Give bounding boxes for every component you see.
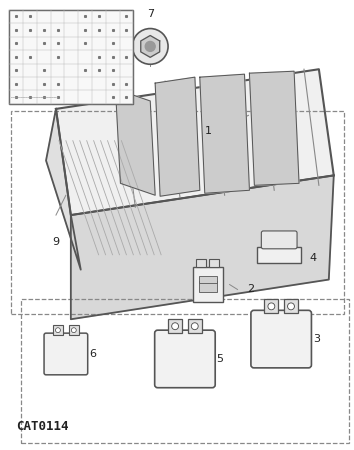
Circle shape xyxy=(268,303,275,310)
Polygon shape xyxy=(56,69,334,215)
FancyBboxPatch shape xyxy=(251,310,312,368)
Bar xyxy=(53,325,63,335)
Circle shape xyxy=(191,323,198,330)
Bar xyxy=(264,299,278,313)
Bar xyxy=(69,325,79,335)
Circle shape xyxy=(145,41,155,51)
Polygon shape xyxy=(71,176,334,319)
Text: CAT0114: CAT0114 xyxy=(16,420,69,433)
Bar xyxy=(199,275,217,283)
Polygon shape xyxy=(46,109,81,270)
Text: 9: 9 xyxy=(52,237,59,247)
Bar xyxy=(9,10,133,104)
Text: 5: 5 xyxy=(217,354,224,364)
Bar xyxy=(168,319,182,333)
Text: 6: 6 xyxy=(90,349,97,359)
Text: 2: 2 xyxy=(247,284,255,294)
Polygon shape xyxy=(200,74,250,193)
Text: 1: 1 xyxy=(205,126,212,136)
Bar xyxy=(188,319,202,333)
Bar xyxy=(21,299,349,443)
Bar xyxy=(209,259,219,267)
Circle shape xyxy=(56,328,61,333)
Circle shape xyxy=(287,303,295,310)
Text: 4: 4 xyxy=(309,253,316,263)
Circle shape xyxy=(172,323,178,330)
Text: 7: 7 xyxy=(147,9,154,18)
Bar xyxy=(199,281,217,292)
Bar xyxy=(284,299,298,313)
Circle shape xyxy=(132,28,168,64)
FancyBboxPatch shape xyxy=(261,231,297,249)
Polygon shape xyxy=(155,77,200,196)
Text: 3: 3 xyxy=(313,334,320,344)
Bar xyxy=(193,267,223,302)
Bar xyxy=(257,247,301,263)
FancyBboxPatch shape xyxy=(44,333,88,375)
Polygon shape xyxy=(141,36,160,57)
Bar xyxy=(196,259,206,267)
Circle shape xyxy=(72,328,76,333)
FancyBboxPatch shape xyxy=(155,330,215,388)
Polygon shape xyxy=(250,71,299,185)
Bar xyxy=(11,111,344,314)
Text: ─────────────────────────────: ───────────────────────────── xyxy=(11,96,58,100)
Polygon shape xyxy=(115,89,155,195)
